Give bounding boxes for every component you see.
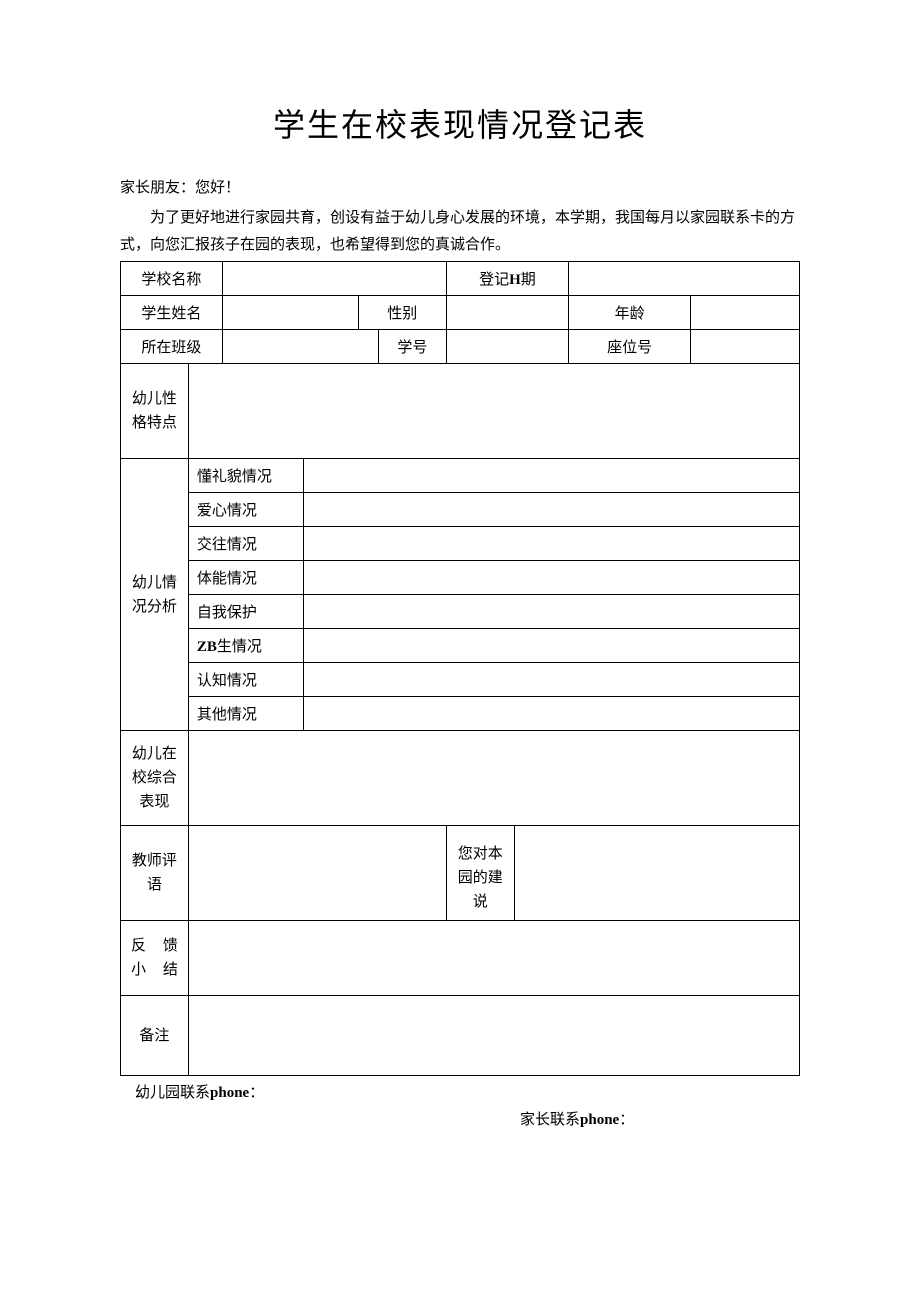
- suggestion-label: 您对本园的建说: [446, 826, 514, 921]
- notes-value[interactable]: [188, 996, 799, 1076]
- situation-label-6: 认知情况: [188, 663, 303, 697]
- intro-paragraph: 为了更好地进行家园共育，创设有益于幼儿身心发展的环境，本学期，我国每月以家园联系…: [120, 205, 800, 259]
- registration-table: 学校名称 登记H期 学生姓名 性别 年龄 所在班级 学号 座位号 幼儿性格特点 …: [120, 261, 800, 1076]
- kg-phone-prefix: 幼儿园联系: [135, 1085, 210, 1101]
- school-name-value[interactable]: [222, 262, 446, 296]
- overall-value[interactable]: [188, 731, 799, 826]
- situation-label-7: 其他情况: [188, 697, 303, 731]
- row-school: 学校名称 登记H期: [121, 262, 800, 296]
- notes-label: 备注: [121, 996, 189, 1076]
- row-situation-5: ZB生情况: [121, 629, 800, 663]
- row-student: 学生姓名 性别 年龄: [121, 296, 800, 330]
- parent-phone-suffix: ：: [619, 1112, 634, 1128]
- kg-phone-bold: phone: [210, 1085, 249, 1101]
- situation-label-0: 懂礼貌情况: [188, 459, 303, 493]
- student-id-value[interactable]: [446, 330, 568, 364]
- row-notes: 备注: [121, 996, 800, 1076]
- gender-label: 性别: [358, 296, 446, 330]
- overall-label: 幼儿在校综合表现: [121, 731, 189, 826]
- row-teacher-comment: 教师评语 您对本园的建说: [121, 826, 800, 921]
- personality-value[interactable]: [188, 364, 799, 459]
- situation-label-1: 爱心情况: [188, 493, 303, 527]
- row-situation-2: 交往情况: [121, 527, 800, 561]
- reg-date-suffix: 期: [521, 272, 536, 288]
- parent-phone: 家长联系phone：: [520, 1107, 800, 1134]
- row-personality: 幼儿性格特点: [121, 364, 800, 459]
- situation-value-6[interactable]: [304, 663, 800, 697]
- kg-phone-suffix: ：: [249, 1085, 264, 1101]
- situation-value-3[interactable]: [304, 561, 800, 595]
- row-overall: 幼儿在校综合表现: [121, 731, 800, 826]
- feedback-label: 反 馈小结: [121, 921, 189, 996]
- seat-value[interactable]: [691, 330, 800, 364]
- school-name-label: 学校名称: [121, 262, 223, 296]
- parent-phone-bold: phone: [580, 1112, 619, 1128]
- row-feedback: 反 馈小结: [121, 921, 800, 996]
- feedback-value[interactable]: [188, 921, 799, 996]
- greeting-text: 家长朋友：您好！: [120, 176, 800, 197]
- seat-label: 座位号: [569, 330, 691, 364]
- age-value[interactable]: [691, 296, 800, 330]
- student-name-value[interactable]: [222, 296, 358, 330]
- situation-value-2[interactable]: [304, 527, 800, 561]
- row-situation-6: 认知情况: [121, 663, 800, 697]
- gender-value[interactable]: [446, 296, 568, 330]
- suggestion-value[interactable]: [514, 826, 799, 921]
- class-value[interactable]: [222, 330, 378, 364]
- row-situation-7: 其他情况: [121, 697, 800, 731]
- age-label: 年龄: [569, 296, 691, 330]
- footer: 幼儿园联系phone： 家长联系phone：: [120, 1080, 800, 1134]
- reg-date-bold: H: [509, 272, 521, 288]
- situation-label-2: 交往情况: [188, 527, 303, 561]
- situation-value-0[interactable]: [304, 459, 800, 493]
- reg-date-value[interactable]: [569, 262, 800, 296]
- row-situation-3: 体能情况: [121, 561, 800, 595]
- reg-date-prefix: 登记: [479, 272, 509, 288]
- parent-phone-prefix: 家长联系: [520, 1112, 580, 1128]
- row-situation-4: 自我保护: [121, 595, 800, 629]
- situation-5-bold: ZB: [197, 639, 217, 655]
- student-id-label: 学号: [378, 330, 446, 364]
- situation-label-4: 自我保护: [188, 595, 303, 629]
- situation-group-label: 幼儿情况分析: [121, 459, 189, 731]
- row-situation-1: 爱心情况: [121, 493, 800, 527]
- situation-value-1[interactable]: [304, 493, 800, 527]
- row-class: 所在班级 学号 座位号: [121, 330, 800, 364]
- reg-date-label: 登记H期: [446, 262, 568, 296]
- situation-value-7[interactable]: [304, 697, 800, 731]
- situation-label-3: 体能情况: [188, 561, 303, 595]
- row-situation-0: 幼儿情况分析 懂礼貌情况: [121, 459, 800, 493]
- teacher-comment-label: 教师评语: [121, 826, 189, 921]
- student-name-label: 学生姓名: [121, 296, 223, 330]
- personality-label: 幼儿性格特点: [121, 364, 189, 459]
- class-label: 所在班级: [121, 330, 223, 364]
- situation-label-5: ZB生情况: [188, 629, 303, 663]
- situation-value-4[interactable]: [304, 595, 800, 629]
- situation-5-suffix: 生情况: [217, 639, 262, 655]
- teacher-comment-value[interactable]: [188, 826, 446, 921]
- situation-value-5[interactable]: [304, 629, 800, 663]
- page-title: 学生在校表现情况登记表: [120, 100, 800, 146]
- kindergarten-phone: 幼儿园联系phone：: [135, 1080, 800, 1107]
